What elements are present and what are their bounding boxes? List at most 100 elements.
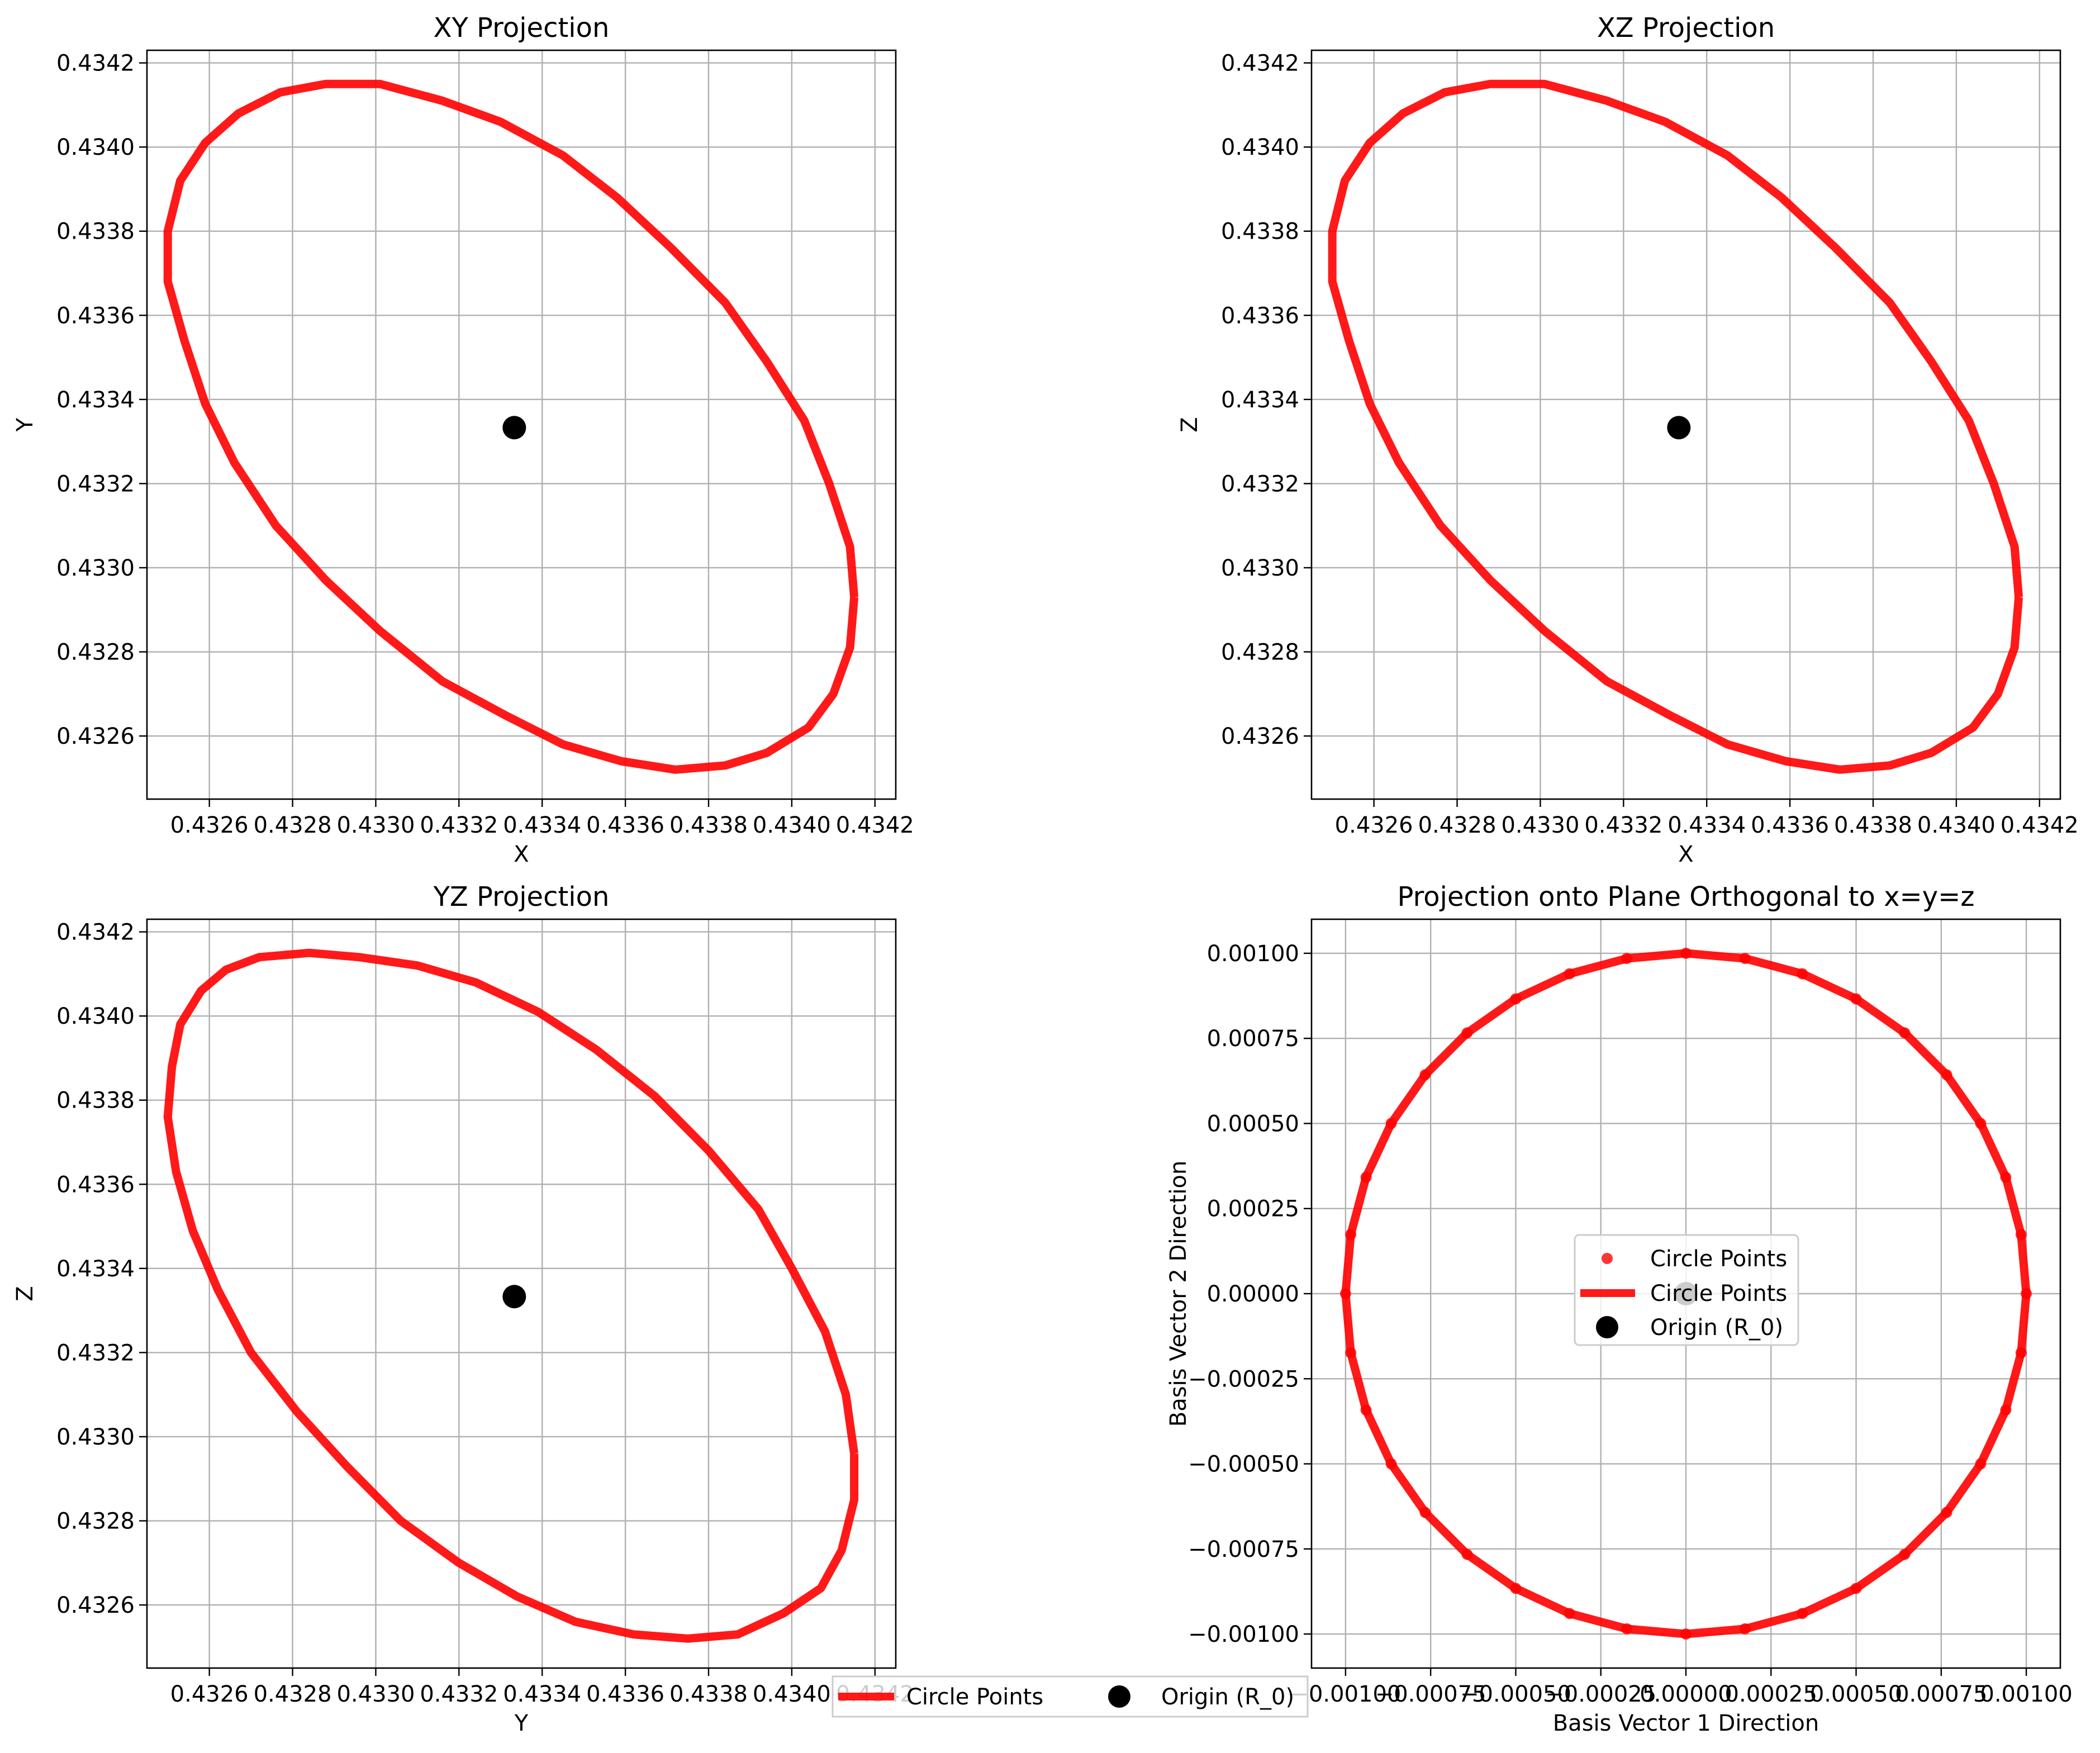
tick-label-x: −0.00050 [1460, 1681, 1571, 1707]
tick-label-x: 0.4336 [586, 813, 664, 838]
tick-label-x: 0.4326 [1335, 813, 1413, 838]
figure-legend: Circle Points Origin (R_0) [832, 1675, 1309, 1718]
tick-label-y: 0.4326 [56, 1593, 135, 1618]
axes-frame-xz [1310, 49, 2061, 800]
tick-label-x: 0.4328 [254, 1681, 332, 1707]
tick-label-y: 0.4328 [1221, 640, 1299, 666]
ticks-plane: −0.00100−0.00075−0.00050−0.000250.000000… [1188, 941, 2073, 1707]
tick-label-y: 0.4342 [1221, 51, 1299, 77]
tick-label-x: 0.4338 [669, 1681, 748, 1707]
series-line-circle-points [163, 948, 859, 1643]
tick-label-y: 0.00000 [1207, 1281, 1299, 1307]
tick-label-y: 0.00100 [1207, 941, 1299, 967]
panel-yz: 0.4326 0.4328 0.4330 0.4332 0.4334 0.4336 0.43… [12, 881, 914, 1736]
tick-label-y: 0.00050 [1207, 1111, 1299, 1137]
origin-point [502, 1285, 526, 1309]
legend-label-line: Circle Points [1650, 1281, 1787, 1307]
legend-scatter-marker [1602, 1253, 1613, 1264]
tick-label-x: 0.4334 [1667, 813, 1746, 838]
tick-label-x: 0.4330 [336, 813, 415, 838]
tick-label-y: 0.4330 [56, 555, 135, 581]
tick-label-x: 0.4342 [2001, 813, 2079, 838]
tick-label-x: 0.4340 [1917, 813, 1996, 838]
ticks-xy: 0.4326 0.4328 0.4330 0.4332 0.4334 0.4336 0.43… [56, 51, 914, 838]
tick-label-y: 0.4336 [56, 303, 135, 329]
tick-label-x: 0.00100 [1980, 1681, 2072, 1707]
tick-label-x: 0.4334 [503, 813, 581, 838]
tick-label-y: 0.4330 [56, 1424, 135, 1450]
legend-label-origin: Origin (R_0) [1650, 1315, 1783, 1341]
tick-label-y: 0.4334 [56, 1256, 135, 1282]
tick-label-y: 0.4336 [56, 1172, 135, 1198]
legend-frame-plane [1574, 1234, 1799, 1346]
tick-label-y: 0.4332 [56, 1340, 135, 1366]
tick-label-x: 0.4330 [336, 1681, 415, 1707]
chart-title-xz: XZ Projection [1597, 12, 1775, 44]
ticks-xz: 0.4326 0.4328 0.4330 0.4332 0.4334 0.4336 0.43… [1221, 51, 2079, 838]
tick-label-x: 0.4332 [1584, 813, 1662, 838]
tick-label-y: 0.4328 [56, 1509, 135, 1535]
axes-frame-xy [146, 49, 897, 800]
legend-origin-marker [1596, 1316, 1618, 1338]
tick-label-y: 0.4340 [56, 1004, 135, 1029]
tick-label-x: 0.4326 [170, 813, 249, 838]
tick-label-y: 0.4338 [56, 219, 135, 245]
figure-legend-frame [832, 1675, 1309, 1718]
y-axis-label-yz: Z [12, 1286, 38, 1301]
tick-label-x: 0.00050 [1810, 1681, 1902, 1707]
tick-label-y: 0.4332 [56, 471, 135, 497]
tick-label-y: 0.4338 [56, 1088, 135, 1114]
panel-plane: −0.00100−0.00075−0.00050−0.000250.000000… [1166, 881, 2073, 1736]
tick-label-x: 0.4328 [1418, 813, 1496, 838]
legend-label-scatter: Circle Points [1650, 1246, 1787, 1272]
tick-label-y: 0.4342 [56, 920, 135, 946]
legend-plane: Circle Points Circle Points Origin (R_0) [1574, 1234, 1799, 1346]
x-axis-label-xz: X [1678, 842, 1693, 867]
tick-label-x: 0.4336 [1751, 813, 1829, 838]
axes-frame-yz [146, 918, 897, 1669]
tick-label-x: −0.00025 [1545, 1681, 1656, 1707]
tick-label-y: 0.4326 [56, 724, 135, 749]
tick-label-x: 0.4330 [1501, 813, 1579, 838]
tick-label-y: 0.4342 [56, 51, 135, 77]
grid-yz [147, 919, 896, 1668]
x-axis-label-yz: Y [514, 1711, 529, 1736]
grid-xz [1312, 50, 2060, 799]
figure-legend-label-origin: Origin (R_0) [1161, 1684, 1294, 1710]
tick-label-y: 0.4334 [1221, 387, 1299, 413]
tick-label-y: 0.4330 [1221, 555, 1299, 581]
tick-label-y: 0.4328 [56, 640, 135, 666]
series-line-circle-points [1341, 949, 2031, 1638]
origin-point [1667, 416, 1691, 440]
tick-label-y: 0.4340 [56, 135, 135, 160]
tick-label-y: 0.4332 [1221, 471, 1299, 497]
tick-label-y: −0.00075 [1188, 1537, 1299, 1562]
figure-legend-origin-marker [1108, 1685, 1130, 1708]
tick-label-x: 0.00075 [1895, 1681, 1987, 1707]
grid-xy [147, 50, 896, 799]
tick-label-x: 0.4338 [669, 813, 748, 838]
panel-xy: 0.4326 0.4328 0.4330 0.4332 0.4334 0.4336 0.43… [12, 12, 914, 867]
tick-label-y: −0.00025 [1188, 1366, 1299, 1392]
y-axis-label-xz: Z [1177, 417, 1203, 432]
tick-label-x: 0.4338 [1834, 813, 1912, 838]
tick-label-x: 0.4334 [503, 1681, 581, 1707]
tick-label-x: 0.4340 [753, 1681, 831, 1707]
tick-label-y: 0.4326 [1221, 724, 1299, 749]
tick-label-y: 0.4338 [1221, 219, 1299, 245]
tick-label-x: 0.4342 [836, 813, 914, 838]
tick-label-x: 0.4332 [420, 1681, 498, 1707]
origin-point [502, 416, 526, 440]
chart-title-xy: XY Projection [434, 12, 610, 44]
tick-label-x: 0.00000 [1640, 1681, 1732, 1707]
axes-frame-plane [1310, 918, 2061, 1669]
x-axis-label-plane: Basis Vector 1 Direction [1553, 1711, 1819, 1736]
tick-label-y: 0.4334 [56, 387, 135, 413]
figure-legend-label-circle: Circle Points [906, 1684, 1043, 1710]
tick-label-x: −0.00100 [1290, 1681, 1401, 1707]
tick-label-x: −0.00075 [1375, 1681, 1486, 1707]
tick-label-x: 0.4328 [254, 813, 332, 838]
series-line-circle-points [1328, 79, 2023, 774]
